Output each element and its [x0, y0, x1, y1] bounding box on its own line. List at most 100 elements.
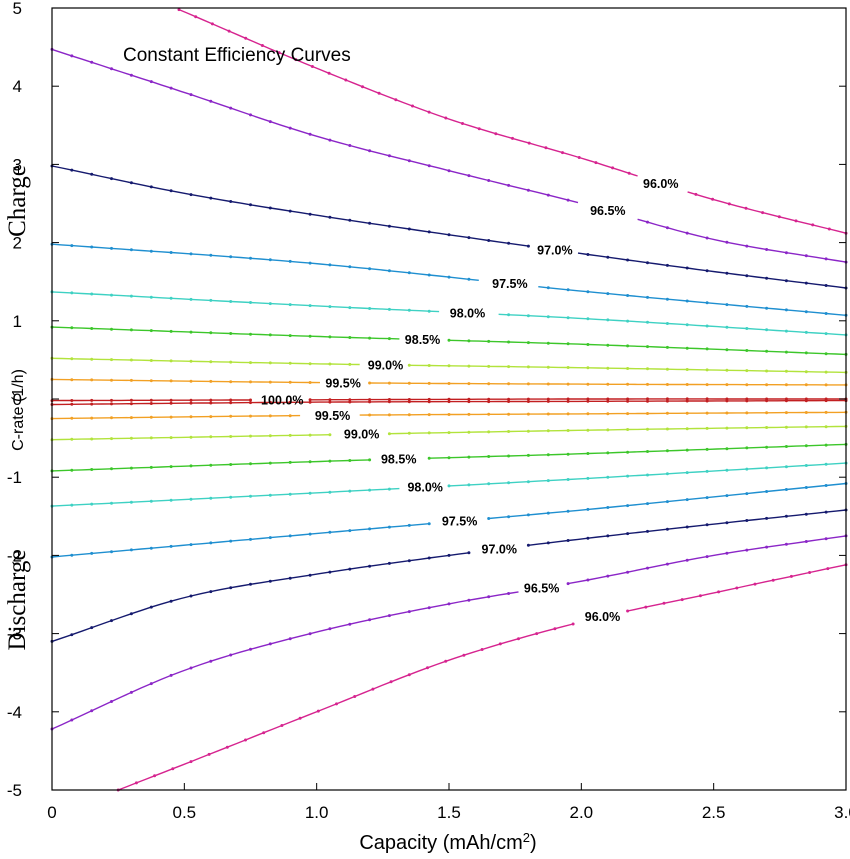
curve-marker	[308, 400, 312, 404]
curve-marker	[209, 659, 213, 663]
curve-marker	[70, 718, 74, 722]
x-axis-title-sup: 2	[523, 830, 530, 845]
curve-marker	[169, 379, 173, 383]
contour-label: 97.5%	[492, 277, 527, 291]
curve-marker	[494, 132, 498, 136]
curve-marker	[371, 687, 375, 691]
curve-marker	[249, 113, 252, 117]
curve-marker	[765, 411, 769, 415]
curve-marker	[784, 308, 788, 312]
curve-marker	[169, 398, 173, 402]
curve-marker	[149, 436, 153, 440]
curve-marker	[229, 414, 233, 418]
curve-marker	[606, 506, 610, 509]
curve-marker	[745, 548, 749, 552]
curve-marker	[685, 346, 689, 350]
curve-marker	[626, 532, 630, 536]
contour-label: 98.0%	[407, 481, 442, 495]
curve-marker	[765, 466, 769, 470]
curve-marker	[427, 110, 431, 114]
curve-marker	[189, 330, 193, 334]
curve-marker	[546, 412, 550, 416]
curve-marker	[517, 637, 520, 641]
curve-marker	[784, 350, 788, 354]
curve-marker	[288, 259, 292, 263]
curve-marker	[487, 595, 491, 599]
curve-marker	[407, 271, 411, 275]
curve-marker	[90, 468, 94, 471]
curve-marker	[626, 319, 630, 323]
curve-marker	[467, 412, 471, 416]
curve-marker	[546, 453, 550, 457]
curve-marker	[328, 305, 332, 309]
curve-marker	[546, 365, 550, 369]
curve-marker	[606, 412, 610, 416]
curve-marker	[110, 619, 113, 623]
x-tick-label: 2.0	[570, 803, 594, 822]
contour-label: 97.0%	[482, 542, 517, 556]
curve-marker	[784, 369, 788, 373]
side-label-discharge: Discharge	[4, 550, 31, 651]
curve-marker	[586, 452, 590, 455]
curve-marker	[149, 682, 153, 686]
curve-marker	[665, 263, 669, 267]
curve-marker	[761, 211, 765, 215]
curve-marker	[665, 500, 669, 504]
curve-marker	[444, 116, 448, 120]
curve-marker	[804, 399, 808, 403]
curve-marker	[626, 609, 630, 613]
curve-marker	[646, 502, 649, 506]
curve-marker	[586, 397, 590, 401]
curve-marker	[294, 58, 298, 62]
curve-marker	[262, 731, 266, 735]
curve-markers	[50, 442, 848, 473]
curve-marker	[249, 647, 252, 651]
curve-marker	[487, 412, 491, 416]
curve-marker	[308, 381, 312, 384]
contour-label: 98.5%	[381, 453, 416, 467]
curve-marker	[189, 401, 193, 405]
curve-marker	[189, 359, 193, 363]
curve-marker	[348, 489, 352, 493]
curve-marker	[210, 22, 214, 26]
curve-marker	[804, 330, 808, 334]
curve-marker	[705, 301, 709, 305]
curve-marker	[566, 198, 570, 202]
curve-marker	[209, 590, 213, 594]
curve-marker	[90, 60, 94, 64]
curve-marker	[229, 539, 233, 543]
curve-marker	[771, 578, 775, 582]
curve-marker	[327, 71, 331, 75]
curve-marker	[90, 551, 94, 555]
curve-marker	[705, 555, 709, 559]
curve-marker	[268, 414, 272, 418]
curve-markers	[50, 399, 848, 406]
curve-marker	[566, 342, 570, 346]
curve-marker	[149, 398, 153, 402]
curve-marker	[229, 332, 233, 335]
curve-marker	[526, 188, 530, 192]
curve-marker	[745, 304, 749, 308]
curve-marker	[427, 400, 431, 404]
x-axis-title-main: Capacity (mAh/cm	[359, 832, 522, 854]
curve-marker	[288, 492, 292, 496]
curve-marker	[487, 397, 491, 401]
curve-marker	[627, 171, 631, 175]
curve-marker	[447, 233, 451, 237]
curve-marker	[665, 345, 669, 349]
curve-marker	[249, 256, 252, 260]
chart-title: Constant Efficiency Curves	[123, 45, 351, 66]
curve-marker	[249, 398, 252, 402]
curve-marker	[90, 378, 94, 382]
curve-marker	[328, 335, 332, 339]
curve-marker	[268, 579, 272, 583]
curve-marker	[626, 412, 630, 416]
curve-marker	[229, 401, 233, 405]
curve-marker	[586, 399, 590, 403]
curve-marker	[784, 445, 788, 448]
curve-marker	[606, 318, 610, 322]
curve-marker	[467, 382, 471, 386]
curve-marker	[268, 302, 272, 306]
curve-marker	[725, 426, 729, 430]
